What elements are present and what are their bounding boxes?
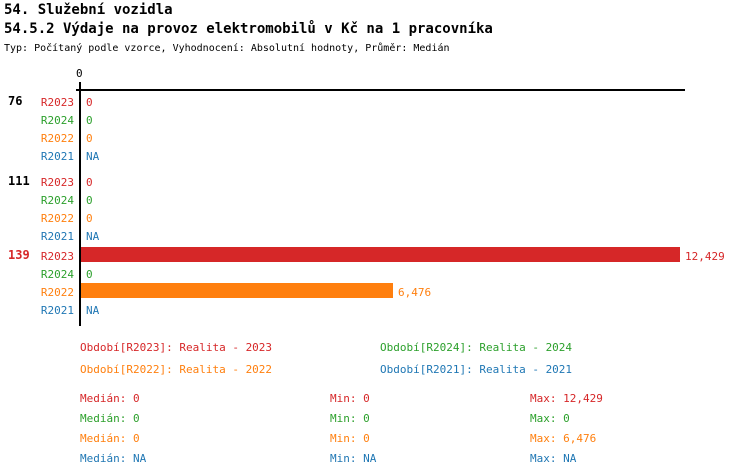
series-label: R2021 [40, 230, 74, 243]
series-label: R2024 [40, 114, 74, 127]
series-label: R2022 [40, 212, 74, 225]
stat-median: Medián: NA [80, 452, 147, 465]
value-label: 0 [86, 96, 93, 109]
series-label: R2023 [40, 176, 74, 189]
value-label: NA [86, 230, 100, 243]
bar[interactable] [81, 283, 393, 298]
series-label: R2023 [40, 250, 74, 263]
group-label: 111 [8, 174, 30, 188]
value-label: 0 [86, 114, 93, 127]
bar-row: 76 R2023 0 [0, 92, 750, 110]
bar-row: R2024 0 [0, 110, 750, 128]
bar-row: R2022 6,476 [0, 282, 750, 300]
value-label: NA [86, 150, 100, 163]
series-label: R2022 [40, 286, 74, 299]
legend-item: Období[R2023]: Realita - 2023 [80, 341, 273, 354]
bar-value-label: 12,429 [685, 250, 725, 263]
group-label: 139 [8, 248, 30, 262]
x-axis-tick-label: 0 [76, 67, 83, 80]
stat-max: Max: NA [530, 452, 577, 465]
stat-max: Max: 0 [530, 412, 570, 425]
stat-max: Max: 6,476 [530, 432, 597, 445]
legend-item: Období[R2024]: Realita - 2024 [380, 341, 573, 354]
chart-title: 54.5.2 Výdaje na provoz elektromobilů v … [4, 21, 493, 37]
page-title: 54. Služební vozidla [4, 2, 173, 18]
legend-item: Období[R2021]: Realita - 2021 [380, 363, 573, 376]
series-label: R2024 [40, 194, 74, 207]
group-label: 76 [8, 94, 23, 108]
stat-min: Min: NA [330, 452, 377, 465]
series-label: R2021 [40, 150, 74, 163]
bar-row: R2021 NA [0, 146, 750, 164]
bar-row: R2024 0 [0, 190, 750, 208]
stat-min: Min: 0 [330, 432, 370, 445]
bar-value-label: 6,476 [398, 286, 432, 299]
value-label: 0 [86, 268, 93, 281]
legend-item: Období[R2022]: Realita - 2022 [80, 363, 273, 376]
bar-row: R2024 0 [0, 264, 750, 282]
value-label: 0 [86, 194, 93, 207]
value-label: 0 [86, 132, 93, 145]
value-label: 0 [86, 212, 93, 225]
stat-median: Medián: 0 [80, 432, 140, 445]
stat-min: Min: 0 [330, 412, 370, 425]
chart-subtitle: Typ: Počítaný podle vzorce, Vyhodnocení:… [4, 43, 450, 54]
series-label: R2022 [40, 132, 74, 145]
series-label: R2023 [40, 96, 74, 109]
bar-row: R2022 0 [0, 208, 750, 226]
value-label: NA [86, 304, 100, 317]
bar-row: R2022 0 [0, 128, 750, 146]
stat-max: Max: 12,429 [530, 392, 603, 405]
x-axis-line [76, 89, 685, 91]
bar-row: 111 R2023 0 [0, 172, 750, 190]
stat-min: Min: 0 [330, 392, 370, 405]
bar-row: 139 R2023 12,429 [0, 246, 750, 264]
value-label: 0 [86, 176, 93, 189]
bar[interactable] [81, 247, 680, 262]
stat-median: Medián: 0 [80, 392, 140, 405]
stat-median: Medián: 0 [80, 412, 140, 425]
series-label: R2021 [40, 304, 74, 317]
y-axis-line [79, 82, 81, 326]
bar-row: R2021 NA [0, 226, 750, 244]
bar-row: R2021 NA [0, 300, 750, 318]
series-label: R2024 [40, 268, 74, 281]
